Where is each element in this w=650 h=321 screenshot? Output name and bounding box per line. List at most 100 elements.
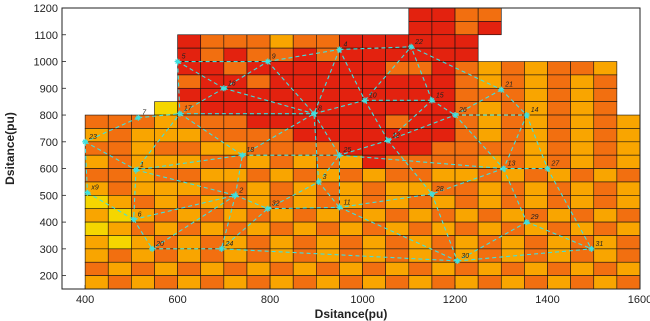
heatmap-cell (616, 208, 641, 223)
node-marker (336, 46, 343, 53)
heatmap-cell (292, 168, 317, 183)
heatmap-cell (200, 261, 225, 276)
heatmap-cell (454, 181, 479, 196)
heatmap-cell (316, 141, 340, 156)
heatmap-cell (292, 61, 317, 76)
heatmap-cell (524, 128, 548, 143)
heatmap-cell (339, 47, 363, 62)
heatmap-cell (339, 235, 363, 250)
heatmap-cell (107, 248, 132, 263)
heatmap-cell (408, 181, 433, 196)
heatmap-cell (547, 61, 571, 76)
node-marker (84, 189, 91, 196)
node-label: 25 (342, 147, 351, 154)
heatmap-cell (362, 141, 386, 156)
heatmap-cell (362, 47, 386, 62)
network-edge (410, 46, 433, 101)
heatmap-cell (316, 221, 340, 236)
heatmap-cell (362, 248, 386, 263)
heatmap-cell (616, 275, 641, 290)
node-label: 26 (458, 107, 467, 114)
node-marker (174, 58, 181, 65)
heatmap-cell (339, 154, 363, 169)
heatmap-cell (500, 101, 525, 116)
heatmap-cell (246, 74, 271, 89)
heatmap-cell (200, 181, 225, 196)
y-tick-label: 900 (40, 83, 58, 95)
heatmap-cell (454, 275, 479, 290)
heatmap-cell (570, 208, 595, 223)
heatmap-cell (454, 261, 479, 276)
heatmap-cell (593, 221, 618, 236)
network-edge (410, 46, 502, 91)
heatmap-cell (177, 74, 202, 89)
heatmap-cell (593, 128, 618, 143)
heatmap-cell (223, 248, 248, 263)
heatmap-cell (339, 128, 363, 143)
node-label: 27 (551, 161, 561, 168)
heatmap-cell (246, 87, 271, 102)
x-tick-label: 800 (261, 294, 279, 306)
network-edge (454, 114, 504, 169)
node-label: 22 (414, 39, 423, 46)
heatmap-cell (593, 208, 618, 223)
heatmap-cell (385, 47, 410, 62)
node-marker (232, 192, 239, 199)
y-tick-label: 800 (40, 110, 58, 122)
heatmap-cell (84, 154, 109, 169)
heatmap-cell (477, 101, 502, 116)
node-marker (588, 245, 595, 252)
node-label: 28 (435, 186, 444, 193)
heatmap-cell (200, 195, 225, 210)
node-label: 14 (531, 107, 539, 114)
network-edge (220, 195, 236, 249)
heatmap-cell (223, 168, 248, 183)
node-label: 11 (343, 199, 350, 206)
heatmap-cell (316, 275, 340, 290)
heatmap-cell (616, 261, 641, 276)
heatmap-cell (246, 235, 271, 250)
heatmap-cell (107, 168, 132, 183)
heatmap-cell (84, 248, 109, 263)
heatmap-cell (570, 101, 595, 116)
heatmap-cell (339, 221, 363, 236)
heatmap-cell (524, 154, 548, 169)
heatmap-cell (362, 168, 386, 183)
heatmap-cell (107, 128, 132, 143)
heatmap-cell (431, 275, 456, 290)
heatmap-cell (269, 74, 294, 89)
heatmap-cell (200, 34, 225, 49)
heatmap-cell (593, 168, 618, 183)
node-label: 23 (88, 134, 97, 141)
node-label: x9 (90, 185, 99, 192)
heatmap-cell (570, 87, 595, 102)
heatmap-cell (524, 61, 548, 76)
heatmap-cell (547, 141, 571, 156)
heatmap-cell (385, 154, 410, 169)
heatmap-cell (339, 168, 363, 183)
network-edge (503, 168, 528, 223)
heatmap-cell (223, 208, 248, 223)
network-edge (313, 113, 340, 156)
heatmap-cell (431, 141, 456, 156)
heatmap-cell (154, 141, 178, 156)
heatmap-cell (223, 128, 248, 143)
heatmap-cell (477, 21, 502, 36)
heatmap-cell (200, 221, 225, 236)
heatmap-cell (547, 235, 571, 250)
node-marker (264, 205, 271, 212)
heatmap-cell (223, 101, 248, 116)
heatmap-cell (570, 154, 595, 169)
node-marker (239, 152, 246, 159)
heatmap-cell (154, 195, 178, 210)
heatmap-cells (84, 7, 641, 290)
heatmap-cell (362, 235, 386, 250)
heatmap-cell (454, 208, 479, 223)
heatmap-cell (431, 114, 456, 129)
network-edge (526, 114, 549, 169)
heatmap-cell (408, 128, 433, 143)
heatmap-cell (408, 208, 433, 223)
heatmap-cell (246, 261, 271, 276)
heatmap-cell (223, 47, 248, 62)
